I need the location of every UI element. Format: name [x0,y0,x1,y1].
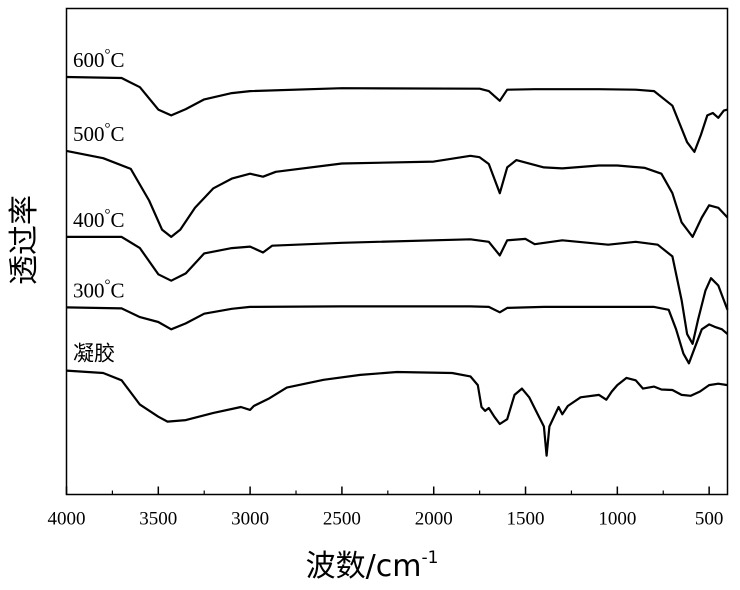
x-axis-title-exponent: -1 [421,548,438,568]
series-line-0 [66,75,728,153]
x-tick-label-2000: 2000 [415,509,453,530]
series-line-3 [66,305,729,365]
series-label-4: 凝胶 [73,342,115,366]
x-tick-label-2500: 2500 [323,509,361,530]
series-label-3: 300°C [73,277,125,302]
y-axis-title: 透过率 [7,195,42,285]
x-tick-label-3500: 3500 [139,509,177,530]
x-axis-ticks [65,486,710,495]
series-line-4 [66,369,728,457]
series-label-2: 400°C [73,207,125,232]
series-labels: 600°C 500°C 400°C 300°C 凝胶 [73,47,125,366]
x-tick-label-1500: 1500 [507,509,545,530]
series-label-1: 500°C [73,121,125,146]
x-tick-label-1000: 1000 [598,509,636,530]
series-line-1 [66,149,729,238]
series-curves [66,75,729,457]
x-tick-label-4000: 4000 [48,509,86,530]
plot-frame [65,7,729,496]
x-tick-label-3000: 3000 [231,509,269,530]
x-tick-label-500: 500 [695,509,724,530]
series-line-2 [66,235,729,345]
x-axis-title: 波数/cm-1 [306,548,439,584]
series-label-0: 600°C [73,47,125,72]
x-axis-tick-labels: 4000 3500 3000 2500 2000 1500 1000 500 [48,509,724,530]
